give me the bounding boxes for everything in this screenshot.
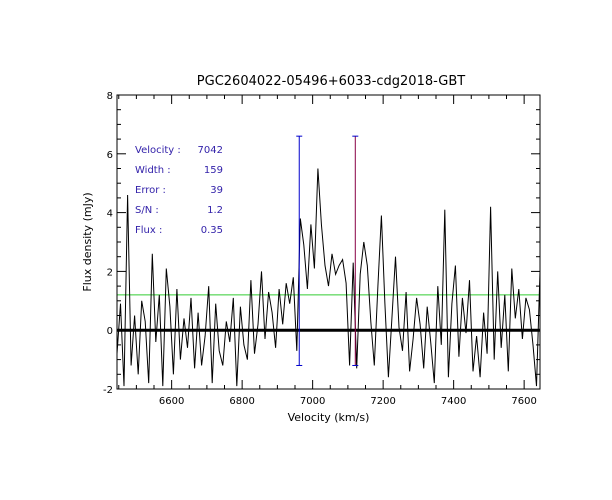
edge-marker-low-edge (296, 135, 303, 366)
x-tick-label: 6800 (229, 396, 254, 407)
x-tick-label: 7200 (370, 396, 395, 407)
x-axis-label: Velocity (km/s) (288, 411, 370, 424)
annotation-value: 0.35 (201, 225, 223, 236)
spectrum-line (117, 168, 540, 387)
plot-frame (116, 94, 541, 390)
annotation-value: 159 (204, 165, 223, 176)
chart-title: PGC2604022-05496+6033-cdg2018-GBT (197, 74, 465, 89)
y-tick-label: -2 (103, 385, 113, 396)
y-axis-label: Flux density (mJy) (81, 192, 94, 291)
annotation-label: Velocity : (135, 145, 181, 156)
annotation-value: 39 (210, 185, 223, 196)
edge-marker-high-edge (352, 135, 359, 366)
annotation-value: 7042 (198, 145, 223, 156)
annotation-value: 1.2 (207, 205, 223, 216)
x-tick-label: 7400 (441, 396, 466, 407)
y-tick-label: 0 (107, 326, 113, 337)
annotation-label: Error : (135, 185, 166, 196)
y-tick-label: 2 (107, 267, 113, 278)
y-tick-label: 4 (107, 209, 113, 220)
annotation-label: Width : (135, 165, 171, 176)
y-tick-label: 8 (107, 91, 113, 102)
y-tick-label: 6 (107, 150, 113, 161)
x-tick-label: 6600 (159, 396, 184, 407)
annotation-label: Flux : (135, 225, 162, 236)
annotation-label: S/N : (135, 205, 159, 216)
x-tick-label: 7000 (300, 396, 325, 407)
x-tick-label: 7600 (511, 396, 536, 407)
